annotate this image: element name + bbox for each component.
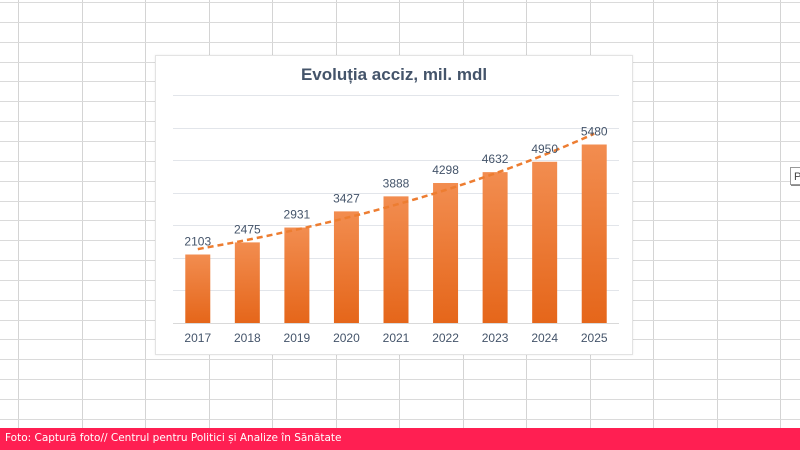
data-label: 4298 xyxy=(432,163,459,177)
row-gridline xyxy=(0,359,800,360)
bar-2017[interactable] xyxy=(185,254,211,323)
column-gridline xyxy=(717,0,718,428)
column-gridline xyxy=(780,0,781,428)
data-label: 2103 xyxy=(184,235,211,249)
x-tick-label: 2024 xyxy=(531,331,558,345)
x-tick-label: 2025 xyxy=(581,331,608,345)
x-tick-label: 2017 xyxy=(184,331,211,345)
x-tick-label: 2022 xyxy=(432,331,459,345)
chart[interactable]: Evoluția acciz, mil. mdl 2103 2475 2931 342… xyxy=(155,55,633,355)
row-gridline xyxy=(0,419,800,420)
row-gridline xyxy=(0,379,800,380)
photo-caption-bar: Foto: Captură foto// Centrul pentru Poli… xyxy=(0,428,800,450)
bar-2020[interactable] xyxy=(333,211,359,323)
data-label: 3427 xyxy=(333,191,360,205)
column-gridline xyxy=(653,0,654,428)
x-tick-label: 2020 xyxy=(333,331,360,345)
data-label: 3888 xyxy=(383,176,410,190)
trendline xyxy=(197,132,595,251)
x-tick-label: 2019 xyxy=(284,331,311,345)
bar-2025[interactable] xyxy=(581,144,607,323)
bar-2024[interactable] xyxy=(532,161,558,323)
data-label: 4950 xyxy=(531,142,558,156)
column-gridline xyxy=(18,0,19,428)
bar-2023[interactable] xyxy=(482,172,508,323)
photo-caption: Foto: Captură foto// Centrul pentru Poli… xyxy=(5,432,342,444)
row-gridline xyxy=(0,2,800,3)
x-tick-label: 2021 xyxy=(383,331,410,345)
row-gridline xyxy=(0,22,800,23)
x-tick-label: 2018 xyxy=(234,331,261,345)
data-label: 2931 xyxy=(284,208,311,222)
column-gridline xyxy=(145,0,146,428)
row-gridline xyxy=(0,42,800,43)
x-tick-label: 2023 xyxy=(482,331,509,345)
bar-2019[interactable] xyxy=(284,227,310,323)
column-gridline xyxy=(82,0,83,428)
paste-options-button[interactable]: P xyxy=(790,167,800,185)
bar-2022[interactable] xyxy=(433,183,459,323)
row-gridline xyxy=(0,399,800,400)
data-label: 5480 xyxy=(581,125,608,139)
chart-plot: 2103 2475 2931 3427 3888 4298 4632 4950 5480 201… xyxy=(173,95,619,345)
bar-2018[interactable] xyxy=(234,242,260,323)
chart-title: Evoluția acciz, mil. mdl xyxy=(300,65,488,84)
bar-2021[interactable] xyxy=(383,196,409,323)
data-label: 2475 xyxy=(234,222,261,236)
data-label: 4632 xyxy=(482,152,509,166)
